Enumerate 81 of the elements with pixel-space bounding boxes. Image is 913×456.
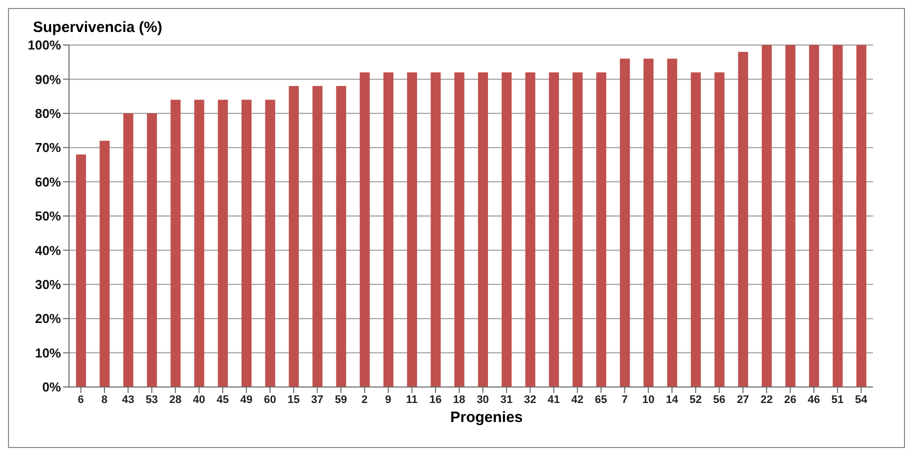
x-tick-label: 43 [122, 394, 134, 406]
bar [218, 100, 228, 387]
bar [809, 45, 820, 387]
bar [312, 86, 322, 387]
bar [856, 45, 866, 387]
bar [620, 58, 630, 387]
x-tick-label: 49 [240, 394, 252, 406]
x-tick-label: 51 [831, 394, 844, 406]
bar [170, 100, 181, 387]
bar [407, 72, 418, 387]
bar [644, 58, 654, 387]
y-tick-label: 90% [34, 72, 62, 87]
y-tick-label: 80% [34, 106, 62, 122]
bar [265, 100, 276, 387]
x-tick-label: 31 [500, 394, 513, 406]
x-tick-label: 59 [334, 394, 348, 406]
y-tick-label: 10% [34, 345, 62, 360]
x-tick-label: 27 [736, 394, 750, 406]
bar [667, 58, 678, 387]
bar [572, 72, 583, 387]
x-tick-label: 60 [264, 394, 276, 406]
y-tick-label: 60% [34, 174, 62, 190]
bar [785, 45, 796, 387]
x-tick-label: 16 [429, 394, 442, 406]
x-tick-label: 22 [760, 394, 773, 406]
x-tick-label: 11 [406, 394, 418, 406]
bar [336, 86, 346, 387]
bar [502, 72, 512, 387]
x-tick-label: 10 [642, 394, 654, 406]
bar [123, 113, 134, 387]
y-tick-label: 50% [34, 208, 62, 224]
y-tick-label: 100% [28, 38, 62, 53]
x-tick-label: 40 [192, 394, 206, 406]
x-tick-label: 28 [169, 394, 182, 406]
x-tick-label: 8 [101, 394, 108, 406]
bar [242, 100, 252, 387]
x-tick-label: 6 [78, 394, 84, 406]
x-axis-title: Progenies [449, 409, 524, 426]
bar [738, 52, 748, 387]
bar [832, 45, 843, 387]
bar [525, 72, 536, 387]
bar [454, 72, 464, 387]
bar [146, 113, 157, 387]
x-tick-label: 7 [622, 394, 628, 406]
chart-title: Supervivencia (%) [33, 19, 162, 36]
x-tick-label: 14 [666, 394, 679, 406]
x-tick-label: 65 [594, 394, 608, 406]
bar [714, 72, 724, 387]
y-tick-label: 20% [34, 311, 62, 326]
x-tick-label: 18 [453, 394, 466, 406]
bar [596, 72, 606, 387]
x-tick-label: 42 [571, 394, 584, 406]
x-tick-label: 9 [385, 394, 392, 406]
bar [194, 100, 204, 387]
y-tick-label: 40% [34, 242, 62, 258]
bar [430, 72, 441, 387]
x-tick-label: 30 [476, 394, 489, 406]
x-tick-label: 32 [524, 394, 536, 406]
x-tick-label: 15 [288, 394, 300, 406]
x-tick-label: 37 [311, 394, 324, 406]
bar [100, 140, 110, 387]
bar [288, 86, 299, 387]
x-tick-label: 46 [808, 394, 820, 406]
x-tick-label: 52 [690, 394, 702, 406]
x-tick-label: 2 [362, 394, 368, 406]
bar [360, 72, 370, 387]
bar [762, 45, 772, 387]
x-tick-label: 45 [216, 394, 229, 406]
bar [478, 72, 488, 387]
bar [383, 72, 394, 387]
y-tick-label: 0% [42, 380, 62, 395]
y-tick-label: 70% [34, 140, 62, 156]
bar [548, 72, 559, 387]
x-tick-label: 41 [548, 394, 560, 406]
x-tick-label: 54 [855, 394, 868, 406]
bar [690, 72, 701, 387]
x-tick-label: 53 [146, 394, 158, 406]
y-tick-label: 30% [34, 277, 62, 292]
bar [76, 154, 86, 387]
x-tick-label: 56 [713, 394, 726, 406]
x-tick-label: 26 [784, 394, 796, 406]
